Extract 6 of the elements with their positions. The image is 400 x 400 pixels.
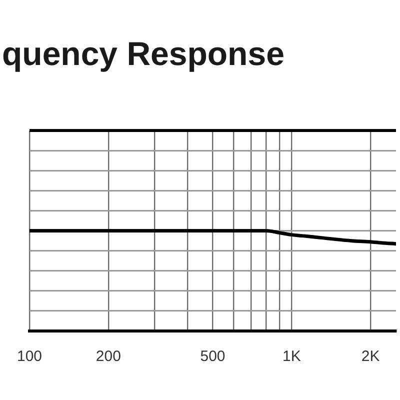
x-tick-label: 100	[17, 348, 42, 366]
chart-title: quency Response	[2, 34, 284, 72]
x-tick-label: 500	[200, 348, 226, 366]
x-tick-label: 200	[96, 348, 121, 366]
x-tick-label: 2K	[361, 348, 380, 366]
x-tick-label: 1K	[282, 348, 301, 366]
